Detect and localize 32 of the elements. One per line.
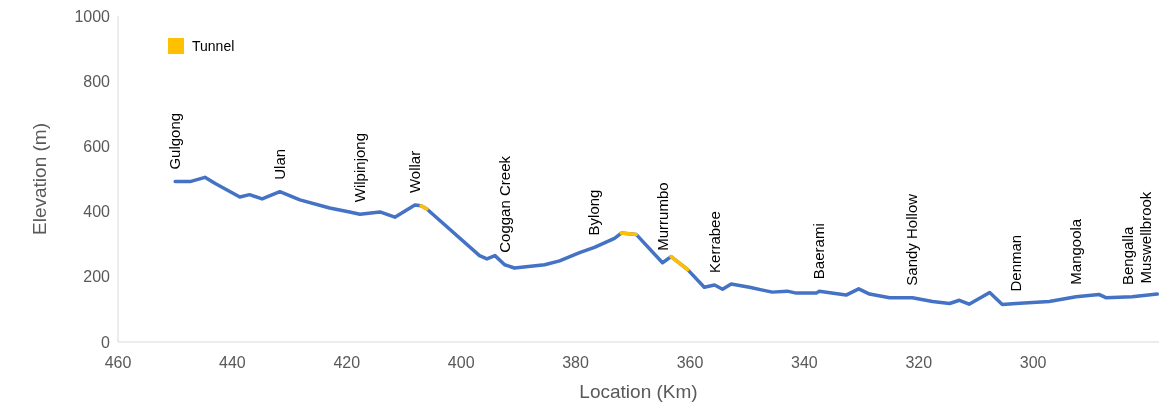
annotation: Murrumbo: [653, 182, 671, 251]
y-tick-label: 200: [83, 268, 111, 286]
annotation: Bylong: [585, 189, 603, 236]
annotation: Kerrabee: [705, 211, 723, 273]
annotation: Denman: [1007, 234, 1025, 292]
annotation: Sandy Hollow: [903, 193, 921, 286]
x-tick-label: 340: [791, 354, 818, 371]
annotation: Mangoola: [1067, 218, 1085, 285]
x-tick-label: 380: [562, 354, 590, 371]
x-tick-label: 360: [676, 354, 704, 371]
y-tick-label: 800: [83, 72, 111, 90]
x-tick-label: 460: [104, 354, 132, 371]
annotation: Bengalla: [1118, 225, 1136, 286]
x-tick-label: 300: [1019, 354, 1047, 371]
annotation: Wilpinjong: [350, 133, 368, 203]
x-tick-label: 440: [219, 354, 246, 371]
x-tick-label: 320: [905, 354, 933, 371]
y-tick-label: 1000: [74, 7, 111, 25]
y-tick-label: 600: [83, 138, 111, 155]
annotation: Ulan: [270, 148, 288, 180]
annotation: Muswellbrook: [1136, 191, 1154, 284]
y-axis-title: Elevation (m): [29, 123, 50, 235]
annotation: Baerami: [810, 223, 828, 280]
x-tick-label: 420: [333, 354, 361, 371]
y-tick-label: 0: [101, 333, 111, 351]
x-tick-label: 400: [447, 354, 475, 371]
annotation: Wollar: [405, 150, 423, 194]
y-tick-label: 400: [83, 203, 111, 221]
annotation: Coggan Creek: [495, 155, 513, 253]
legend-label: Tunnel: [192, 37, 235, 54]
annotation: Gulgong: [166, 112, 184, 170]
x-axis-title: Location (Km): [579, 381, 698, 402]
